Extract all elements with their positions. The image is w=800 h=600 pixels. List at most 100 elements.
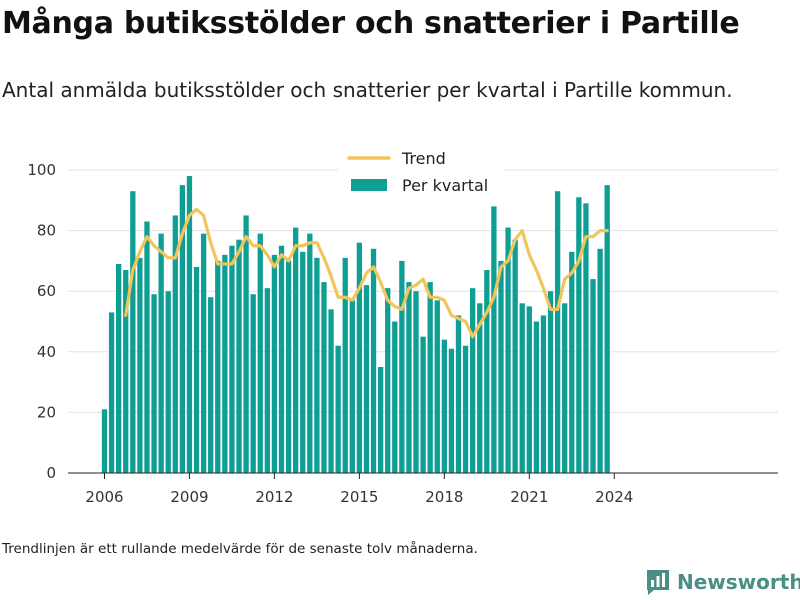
bar [597,248,603,473]
bar [130,191,136,473]
x-tick-label: 2021 [510,488,548,506]
legend-label-trend: Trend [401,149,446,168]
x-tick-label: 2006 [85,488,123,506]
bar [448,348,455,473]
brand-logo: Newsworthy [645,568,800,596]
bar [554,191,561,473]
bar [399,260,405,473]
bar [349,300,355,473]
bar [158,233,164,473]
bar [271,254,278,473]
bar [179,185,186,473]
chart: 0 20 40 60 80 100 2006 2009 2012 2015 2018 2021 202… [27,143,778,506]
x-tick-label: 2009 [170,488,208,506]
bar [200,233,207,473]
bar [498,260,504,473]
y-tick-label: 100 [27,161,56,179]
x-tick-label: 2018 [425,488,463,506]
bar [243,215,249,473]
bar [307,233,313,473]
y-axis-ticks: 0 20 40 60 80 100 [27,161,56,482]
x-tick-label: 2015 [340,488,378,506]
bar [583,203,589,473]
bar [257,233,263,473]
legend: Trend Per kvartal [338,143,504,201]
legend-label-per-kvartal: Per kvartal [402,176,488,195]
bar [144,221,150,473]
bar [236,239,242,473]
bar-chart-logo-icon [647,570,669,595]
bar [427,282,433,473]
bar [363,285,370,473]
legend-background [338,143,504,201]
chart-title: Många butiksstölder och snatterier i Par… [2,6,740,41]
bar [519,303,525,473]
bar [569,251,575,473]
bar [356,242,363,473]
bar [370,248,377,473]
bar [229,245,235,473]
bar [413,291,419,473]
footnote: Trendlinjen är ett rullande medelvärde f… [2,541,478,557]
bar [484,269,490,473]
bar [208,297,214,473]
bar [547,291,554,473]
trend-line-layer [124,207,609,339]
bar [278,245,285,473]
bar [123,269,129,473]
bar [165,291,171,473]
bar [328,309,334,473]
bar [285,260,292,473]
bar [300,251,306,473]
y-tick-label: 60 [37,282,56,300]
bar [151,294,157,473]
legend-swatch-per-kvartal [351,179,387,191]
bar [406,282,412,473]
bar [215,260,221,473]
bars-per-kvartal [101,176,610,474]
bar [512,239,518,473]
bar [137,257,143,473]
bar [505,227,511,473]
chart-subtitle: Antal anmälda butiksstölder och snatteri… [2,78,733,102]
x-tick-label: 2012 [255,488,293,506]
bar [491,206,497,474]
bar [314,257,320,473]
bar [562,303,568,473]
bar [116,263,122,473]
y-tick-label: 80 [37,222,56,240]
bar [342,257,348,473]
bar [377,366,384,473]
bar [385,288,391,473]
bar [108,312,115,473]
bar [455,315,462,473]
bar [101,409,108,473]
bar [441,339,447,473]
brand-name: Newsworthy [677,570,800,594]
y-tick-label: 0 [46,464,56,482]
bar [526,306,532,473]
bar [590,279,596,473]
bar [264,288,270,473]
bar [250,294,256,473]
bar [540,315,547,473]
bar [186,176,193,473]
bar [293,227,299,473]
bar [604,185,610,473]
bar [420,336,426,473]
bar [392,321,398,473]
bar [434,300,440,473]
x-axis: 2006 2009 2012 2015 2018 2021 2024 [68,472,778,506]
x-tick-label: 2024 [595,488,633,506]
bar [335,345,341,473]
bar [576,197,582,473]
y-tick-label: 40 [37,343,56,361]
bar [321,282,327,473]
y-tick-label: 20 [37,403,56,421]
bar [462,345,469,473]
bar [533,321,540,473]
bar [470,288,476,473]
bar [193,266,200,473]
trend-line [124,207,609,339]
bar [172,215,178,473]
